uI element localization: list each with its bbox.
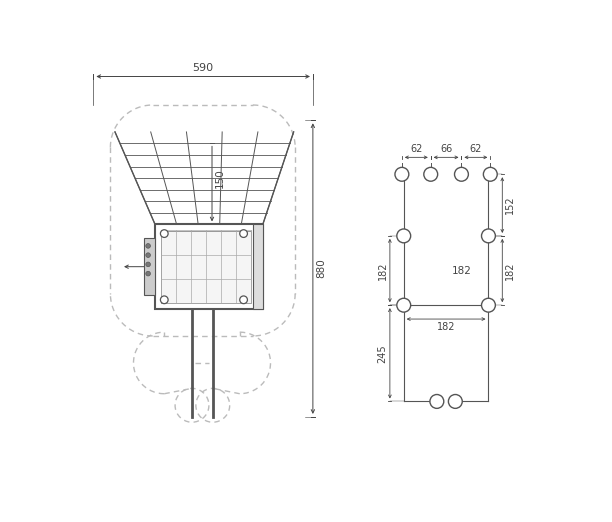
Circle shape	[397, 229, 411, 243]
Circle shape	[455, 168, 468, 181]
Bar	[155, 224, 263, 309]
Circle shape	[395, 168, 409, 181]
Circle shape	[160, 230, 168, 238]
Text: 152: 152	[505, 196, 515, 215]
Circle shape	[240, 296, 247, 304]
Text: 62: 62	[469, 144, 482, 155]
Text: 66: 66	[440, 144, 452, 155]
Circle shape	[146, 244, 151, 248]
Text: 590: 590	[193, 63, 214, 73]
Bar	[253, 224, 263, 309]
Circle shape	[146, 262, 151, 267]
Circle shape	[430, 395, 444, 408]
Text: 182: 182	[505, 262, 515, 280]
Circle shape	[160, 296, 168, 304]
Circle shape	[146, 253, 151, 257]
Text: 182: 182	[452, 266, 471, 276]
Circle shape	[483, 168, 497, 181]
Text: 880: 880	[317, 259, 327, 279]
Circle shape	[397, 298, 411, 312]
Text: 245: 245	[378, 344, 387, 363]
Circle shape	[482, 229, 495, 243]
Text: 62: 62	[410, 144, 422, 155]
Circle shape	[240, 230, 247, 238]
Bar	[144, 238, 155, 295]
Text: 182: 182	[437, 322, 455, 332]
Circle shape	[482, 298, 495, 312]
Circle shape	[146, 271, 151, 276]
Text: 150: 150	[214, 168, 225, 188]
Circle shape	[424, 168, 438, 181]
Text: 182: 182	[378, 262, 387, 280]
Circle shape	[449, 395, 462, 408]
Text: 210: 210	[152, 252, 172, 262]
Bar	[161, 231, 252, 303]
